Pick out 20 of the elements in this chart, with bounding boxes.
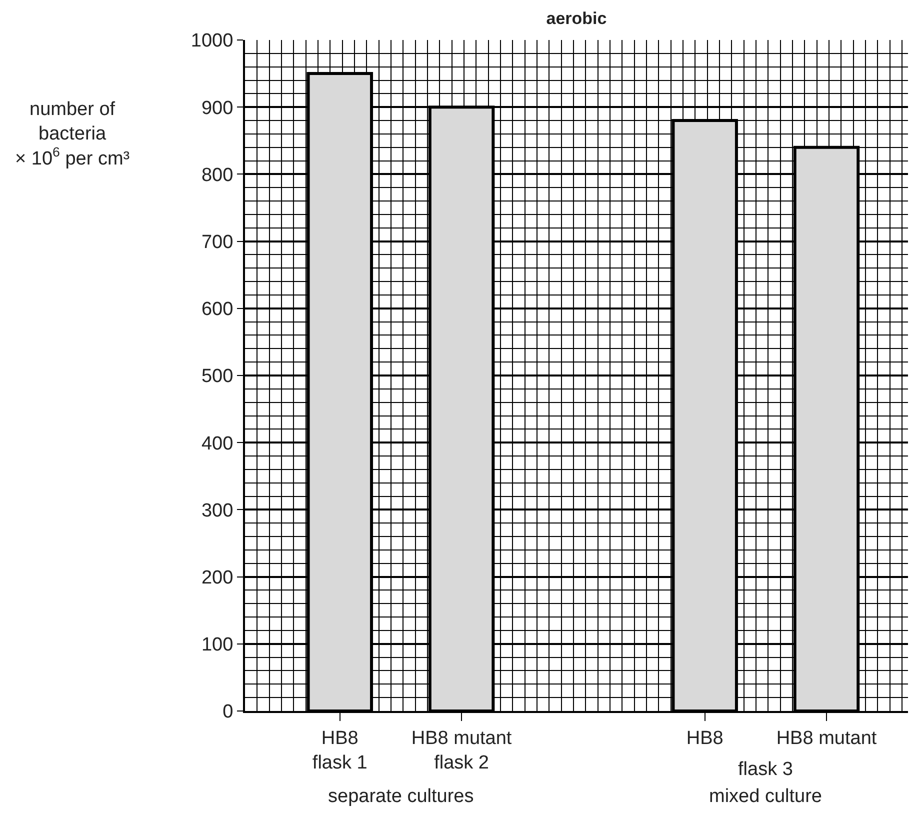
y-tick-label: 400 [201, 433, 234, 454]
y-tick-label: 600 [201, 299, 234, 320]
y-tick-label: 200 [201, 567, 234, 588]
x-tick-label: HB8 mutant flask 2 [411, 728, 512, 774]
y-tick-label: 900 [201, 98, 234, 119]
x-tick-label: HB8 mutant [776, 728, 878, 749]
y-tick-label: 0 [222, 702, 234, 723]
y-tick-label: 300 [201, 500, 234, 522]
y-tick-label: 500 [201, 366, 234, 388]
x-tick-label: HB8 flask 1 [312, 728, 368, 774]
y-tick-label: 1000 [190, 30, 234, 52]
y-tick-label: 800 [201, 164, 234, 186]
y-axis-title: number of bacteria × 10$^{6}$ per cm³ [15, 99, 130, 170]
y-tick-label: 700 [201, 232, 234, 253]
text: mixed culture [709, 786, 822, 807]
x-tick-label: HB8 [686, 728, 724, 749]
chart-title: aerobic [546, 9, 607, 28]
text: flask 3 [738, 759, 793, 780]
y-tick-label: 100 [201, 634, 234, 656]
text: separate cultures [328, 786, 474, 807]
